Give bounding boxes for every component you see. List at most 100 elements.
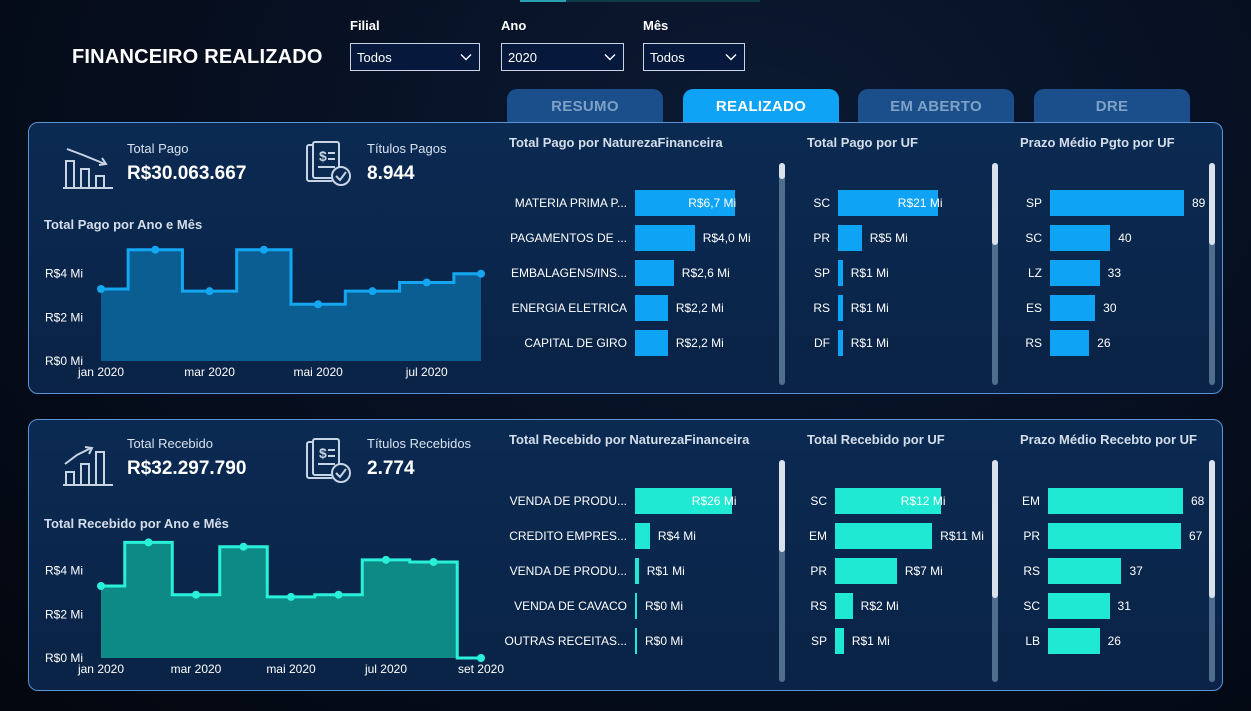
bar[interactable] xyxy=(635,488,732,514)
bar[interactable] xyxy=(1048,593,1110,619)
trend-point[interactable] xyxy=(477,269,485,278)
bar-row[interactable]: RS 26 xyxy=(1025,330,1200,356)
tab-resumo[interactable]: RESUMO xyxy=(507,89,663,123)
bar-row[interactable]: VENDA DE CAVACO R$0 Mi xyxy=(514,593,795,619)
bar[interactable] xyxy=(835,558,897,584)
bar-row[interactable]: LZ 33 xyxy=(1028,260,1200,286)
scrollbar-thumb[interactable] xyxy=(992,460,998,598)
bar-row[interactable]: RS R$1 Mi xyxy=(813,295,983,321)
filter-mes-select[interactable]: Todos xyxy=(643,43,745,71)
bar-row[interactable]: VENDA DE PRODU... R$26 Mi xyxy=(510,488,795,514)
trend-point[interactable] xyxy=(287,592,295,601)
filter-filial-select[interactable]: Todos xyxy=(350,43,480,71)
natureza-scrollbar[interactable] xyxy=(779,460,785,682)
trend-point[interactable] xyxy=(429,558,438,566)
tab-dre[interactable]: DRE xyxy=(1034,89,1190,123)
trend-point[interactable] xyxy=(97,285,105,293)
scrollbar-thumb[interactable] xyxy=(1209,163,1215,245)
bar-row[interactable]: VENDA DE PRODU... R$1 Mi xyxy=(510,558,795,584)
bar[interactable] xyxy=(1048,558,1122,584)
bar-row[interactable]: RS 37 xyxy=(1023,558,1198,584)
trend-point[interactable] xyxy=(239,542,248,551)
filter-ano-select[interactable]: 2020 xyxy=(501,43,624,71)
bar-row[interactable]: PR R$7 Mi xyxy=(810,558,985,584)
bar-value-label: R$7 Mi xyxy=(904,564,943,578)
trend-point[interactable] xyxy=(144,538,153,547)
trend-point[interactable] xyxy=(192,590,200,599)
bar-value-label: 30 xyxy=(1103,301,1117,315)
trend-point[interactable] xyxy=(97,582,105,590)
x-tick-label: jan 2020 xyxy=(77,365,124,379)
bar-row[interactable]: CREDITO EMPRES... R$4 Mi xyxy=(509,523,795,549)
bar[interactable] xyxy=(635,190,735,216)
bar[interactable] xyxy=(838,295,843,321)
bar-row[interactable]: PR 67 xyxy=(1023,523,1202,549)
bar-row[interactable]: OUTRAS RECEITAS... R$0 Mi xyxy=(505,628,795,654)
bar-row[interactable]: SP 89 xyxy=(1026,190,1205,216)
trend-point[interactable] xyxy=(314,300,323,309)
bar[interactable] xyxy=(635,523,650,549)
trend-point[interactable] xyxy=(422,278,431,287)
bar-row[interactable]: EM R$11 Mi xyxy=(809,523,985,549)
trend-point[interactable] xyxy=(382,555,390,564)
scrollbar-thumb[interactable] xyxy=(779,460,785,552)
trend-point[interactable] xyxy=(477,654,485,662)
bar-row[interactable]: EMBALAGENS/INS... R$2,6 Mi xyxy=(511,260,795,286)
prazo-scrollbar[interactable] xyxy=(1209,163,1215,385)
uf-scrollbar[interactable] xyxy=(992,460,998,682)
bar[interactable] xyxy=(635,593,637,619)
bar-row[interactable]: SC 31 xyxy=(1023,593,1198,619)
bar-row[interactable]: CAPITAL DE GIRO R$2,2 Mi xyxy=(524,330,795,356)
bar[interactable] xyxy=(838,330,843,356)
prazo-scrollbar[interactable] xyxy=(1209,460,1215,682)
bar[interactable] xyxy=(635,260,674,286)
trend-point[interactable] xyxy=(334,590,343,599)
scrollbar-thumb[interactable] xyxy=(1209,460,1215,598)
bar[interactable] xyxy=(835,488,941,514)
bar[interactable] xyxy=(1048,523,1181,549)
scrollbar-thumb[interactable] xyxy=(779,163,785,179)
bar-row[interactable]: MATERIA PRIMA P... R$6,7 Mi xyxy=(515,190,795,216)
bar-row[interactable]: SC 40 xyxy=(1025,225,1200,251)
bar[interactable] xyxy=(835,593,853,619)
bar[interactable] xyxy=(1050,225,1111,251)
prazo-title: Prazo Médio Pgto por UF xyxy=(1020,135,1175,150)
tab-em-aberto[interactable]: EM ABERTO xyxy=(858,89,1014,123)
bar-row[interactable]: LB 26 xyxy=(1025,628,1198,654)
bar[interactable] xyxy=(1050,190,1184,216)
bar-row[interactable]: RS R$2 Mi xyxy=(810,593,985,619)
bar-row[interactable]: DF R$1 Mi xyxy=(814,330,983,356)
bar[interactable] xyxy=(635,558,639,584)
bar-row[interactable]: ENERGIA ELETRICA R$2,2 Mi xyxy=(512,295,795,321)
bar[interactable] xyxy=(838,190,938,216)
bar-row[interactable]: EM 68 xyxy=(1022,488,1204,514)
bar-row[interactable]: PAGAMENTOS DE ... R$4,0 Mi xyxy=(510,225,795,251)
bar[interactable] xyxy=(1050,330,1090,356)
bar[interactable] xyxy=(1050,260,1100,286)
scrollbar-thumb[interactable] xyxy=(992,163,998,245)
bar[interactable] xyxy=(635,330,668,356)
bar[interactable] xyxy=(838,260,843,286)
bar[interactable] xyxy=(635,628,637,654)
bar[interactable] xyxy=(1048,628,1100,654)
bar-row[interactable]: SC R$21 Mi xyxy=(813,190,983,216)
uf-scrollbar[interactable] xyxy=(992,163,998,385)
natureza-scrollbar[interactable] xyxy=(779,163,785,385)
trend-point[interactable] xyxy=(368,287,377,296)
bar-row[interactable]: PR R$5 Mi xyxy=(813,225,983,251)
trend-point[interactable] xyxy=(205,287,214,296)
trend-point[interactable] xyxy=(151,245,160,254)
bar[interactable] xyxy=(635,295,668,321)
bar-row[interactable]: SP R$1 Mi xyxy=(811,628,985,654)
bar[interactable] xyxy=(1048,488,1183,514)
bar-row[interactable]: SP R$1 Mi xyxy=(814,260,983,286)
bar[interactable] xyxy=(635,225,695,251)
trend-point[interactable] xyxy=(259,245,268,254)
tab-realizado[interactable]: REALIZADO xyxy=(683,89,839,123)
bar[interactable] xyxy=(1050,295,1096,321)
bar[interactable] xyxy=(838,225,862,251)
bar-row[interactable]: ES 30 xyxy=(1026,295,1200,321)
bar-row[interactable]: SC R$12 Mi xyxy=(810,488,985,514)
bar[interactable] xyxy=(835,628,844,654)
bar[interactable] xyxy=(835,523,933,549)
